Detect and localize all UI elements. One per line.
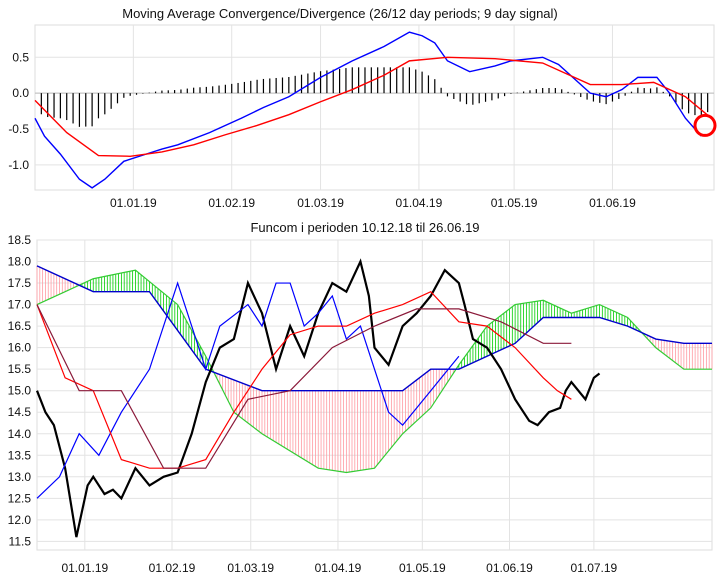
price-y-tick-label: 18.5 [8,233,32,247]
macd-line [34,31,702,189]
macd-x-tick-label: 01.04.19 [396,196,443,210]
macd-x-tick-label: 01.01.19 [110,196,157,210]
macd-plot-area [34,24,715,191]
price-y-tick-label: 13.0 [8,470,32,484]
price-y-tick-label: 15.5 [8,362,32,376]
price-y-tick-label: 13.5 [8,448,32,462]
macd-chart: Moving Average Convergence/Divergence (2… [8,6,717,210]
price-x-tick-label: 01.03.19 [227,561,274,575]
macd-y-tick-label: -1.0 [8,158,29,172]
price-y-tick-label: 11.5 [9,534,32,548]
price-y-tick-label: 18.0 [8,255,32,269]
kijun-sen [36,304,572,469]
price-y-tick-label: 15.0 [8,384,32,398]
chikou-span [36,281,460,499]
price-y-tick-label: 14.5 [8,405,32,419]
price-line [35,258,601,538]
price-x-tick-label: 01.01.19 [61,561,108,575]
tenkan-sen [36,290,572,469]
price-x-tick-label: 01.04.19 [315,561,362,575]
price-y-tick-label: 16.0 [8,341,32,355]
signal-line [34,56,715,157]
price-y-tick-label: 17.0 [8,298,32,312]
senkou-span-a [36,269,712,474]
macd-y-tick-label: -0.5 [8,122,29,136]
price-y-tick-label: 12.5 [8,491,32,505]
price-y-tick-label: 17.5 [8,276,32,290]
price-title: Funcom i perioden 10.12.18 til 26.06.19 [250,220,479,235]
price-x-tick-label: 01.07.19 [571,561,618,575]
highlight-circle [693,113,717,137]
macd-x-tick-label: 01.02.19 [208,196,255,210]
price-x-tick-label: 01.06.19 [486,561,533,575]
macd-y-tick-label: 0.5 [12,50,29,64]
price-y-tick-label: 14.0 [8,427,32,441]
macd-x-tick-label: 01.06.19 [589,196,636,210]
price-y-tick-label: 16.5 [8,319,32,333]
macd-y-tick-label: 0.0 [12,86,29,100]
price-x-tick-label: 01.02.19 [149,561,196,575]
macd-title: Moving Average Convergence/Divergence (2… [122,6,558,21]
price-x-tick-label: 01.05.19 [399,561,446,575]
price-y-tick-label: 12.0 [8,513,32,527]
macd-x-tick-label: 01.03.19 [297,196,344,210]
macd-x-tick-label: 01.05.19 [491,196,538,210]
